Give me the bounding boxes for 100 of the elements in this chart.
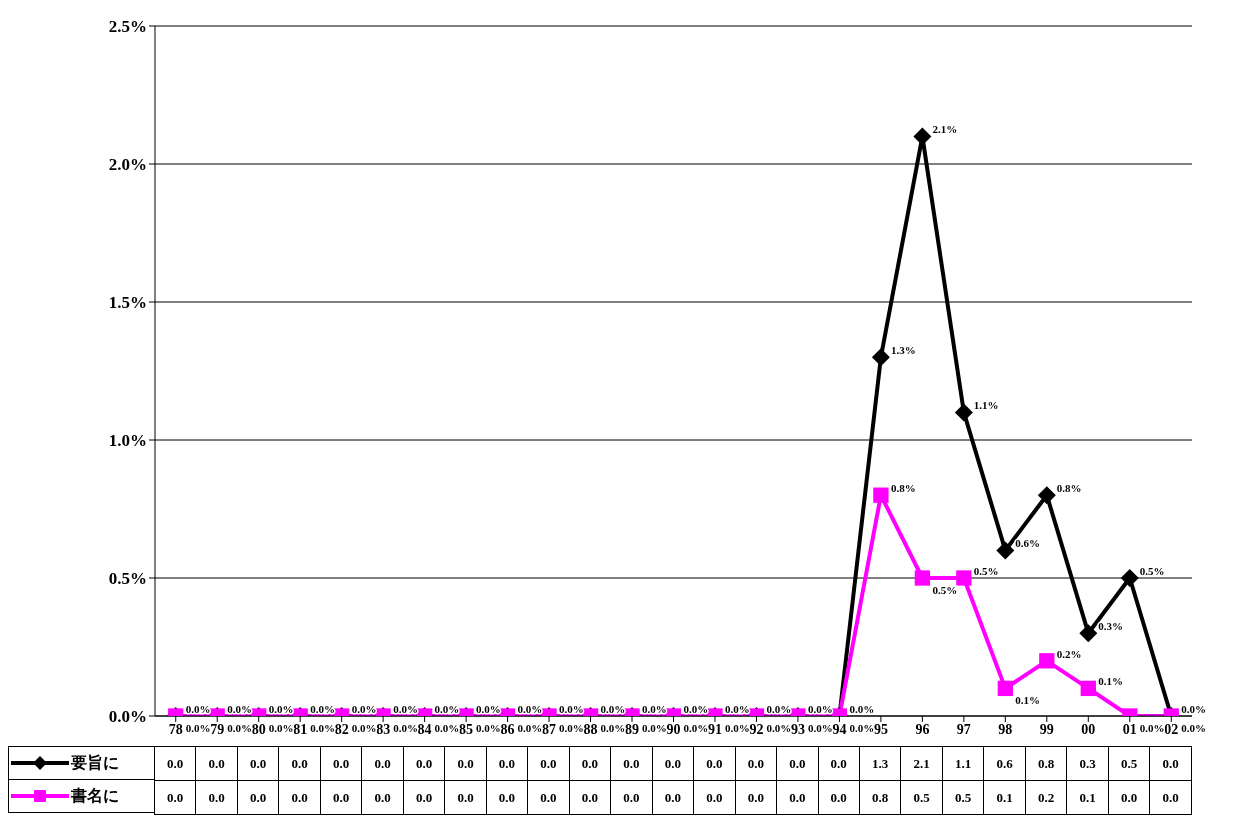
text: 0.0 <box>652 746 694 781</box>
data-label: 1.1% <box>973 399 999 412</box>
text: 0.0 <box>195 746 238 781</box>
data-label: 0.0% <box>766 703 792 715</box>
text: 0.0 <box>776 746 818 781</box>
x-tick-label: 89 <box>625 721 640 737</box>
x-tick-label: 01 <box>1122 721 1137 737</box>
data-label: 0.0% <box>227 722 252 734</box>
text: 0.2 <box>1025 780 1067 815</box>
x-tick-label: 88 <box>583 721 598 737</box>
x-tick-label: 98 <box>998 721 1013 737</box>
x-tick-label: 02 <box>1164 721 1179 737</box>
data-label: 0.0% <box>807 703 833 715</box>
x-tick-label: 82 <box>334 721 349 737</box>
x-tick-label: 93 <box>790 721 805 737</box>
data-label: 0.0% <box>642 703 667 715</box>
data-label: 0.0% <box>642 722 667 734</box>
x-tick-label: 95 <box>873 721 888 737</box>
data-label: 0.3% <box>1098 620 1124 633</box>
text: 0.0 <box>1149 780 1192 815</box>
text: 0.0 <box>693 780 736 815</box>
text: 0.0 <box>361 780 404 815</box>
text: 0.0 <box>610 780 653 815</box>
x-tick-label: 91 <box>707 721 722 737</box>
data-label: 0.0% <box>559 703 584 715</box>
data-label: 0.0% <box>1139 722 1165 734</box>
text: 0.1 <box>983 780 1026 815</box>
data-label: 0.0% <box>1181 722 1207 734</box>
data-label: 0.0% <box>227 703 252 715</box>
text: 0.0 <box>237 780 279 815</box>
data-label: 0.0% <box>393 722 418 734</box>
data-label: 0.8% <box>890 482 916 495</box>
text: 0.3 <box>1066 746 1109 781</box>
legend-label: 書名に <box>71 785 119 806</box>
data-label: 0.0% <box>185 703 211 715</box>
data-label: 0.5% <box>932 584 958 596</box>
data-label: 0.0% <box>766 722 792 734</box>
text: 0.0 <box>652 780 694 815</box>
x-tick-label: 78 <box>168 721 183 737</box>
text: 0.0 <box>1149 746 1192 781</box>
text: 0.0 <box>320 746 362 781</box>
text: 0.0 <box>154 746 196 781</box>
y-tick-label: 2.0% <box>108 155 147 175</box>
data-label: 0.0% <box>517 703 543 715</box>
text: 0.0 <box>320 780 362 815</box>
text: 0.0 <box>735 780 777 815</box>
data-label: 0.0% <box>807 722 833 734</box>
x-tick-label: 96 <box>915 721 930 737</box>
text: 0.0 <box>278 780 321 815</box>
text: 0.0 <box>486 746 528 781</box>
data-label: 0.0% <box>351 722 377 734</box>
data-label: 0.6% <box>1015 537 1041 550</box>
x-tick-label: 80 <box>251 721 266 737</box>
x-tick-label: 84 <box>417 721 432 737</box>
data-label: 0.0% <box>849 703 875 715</box>
x-tick-label: 00 <box>1081 721 1096 737</box>
text: 0.8 <box>1025 746 1067 781</box>
text: 0.0 <box>527 780 570 815</box>
y-tick-label: 1.0% <box>108 431 147 451</box>
data-label: 0.0% <box>683 722 709 734</box>
data-label: 0.0% <box>849 722 875 734</box>
x-tick-label: 85 <box>459 721 474 737</box>
text: 0.0 <box>1108 780 1150 815</box>
text: 0.5 <box>942 780 984 815</box>
data-label: 0.0% <box>351 703 377 715</box>
x-tick-label: 99 <box>1039 721 1054 737</box>
text: 0.0 <box>195 780 238 815</box>
y-tick-label: 2.5% <box>108 17 147 37</box>
x-tick-label: 97 <box>956 721 971 737</box>
text: 0.0 <box>403 746 445 781</box>
text: 0.5 <box>1108 746 1150 781</box>
text: 1.3 <box>859 746 901 781</box>
data-label: 0.0% <box>683 703 709 715</box>
data-label: 0.0% <box>600 722 626 734</box>
text: 0.0 <box>237 746 279 781</box>
data-label: 1.3% <box>890 344 916 357</box>
x-tick-label: 81 <box>293 721 308 737</box>
data-label: 0.0% <box>1181 703 1207 715</box>
text: 0.8 <box>859 780 901 815</box>
text: 0.0 <box>818 746 860 781</box>
text: 0.0 <box>361 746 404 781</box>
x-tick-label: 79 <box>210 721 225 737</box>
text: 0.0 <box>776 780 818 815</box>
y-tick-label: 0.5% <box>108 569 147 589</box>
x-tick-label: 86 <box>500 721 515 737</box>
data-label: 0.0% <box>393 703 418 715</box>
data-label: 0.8% <box>1056 482 1082 495</box>
data-label: 0.0% <box>434 722 460 734</box>
data-label: 0.0% <box>476 722 501 734</box>
x-tick-label: 92 <box>749 721 764 737</box>
text: 0.5 <box>900 780 943 815</box>
text: 0.6 <box>983 746 1026 781</box>
data-label: 0.0% <box>268 722 294 734</box>
text: 0.0 <box>403 780 445 815</box>
x-tick-label: 94 <box>832 721 847 737</box>
data-label: 0.0% <box>724 722 750 734</box>
data-label: 0.2% <box>1056 647 1082 660</box>
text: 0.0 <box>486 780 528 815</box>
data-label: 2.1% <box>932 123 958 136</box>
y-tick-label: 1.5% <box>108 293 147 313</box>
